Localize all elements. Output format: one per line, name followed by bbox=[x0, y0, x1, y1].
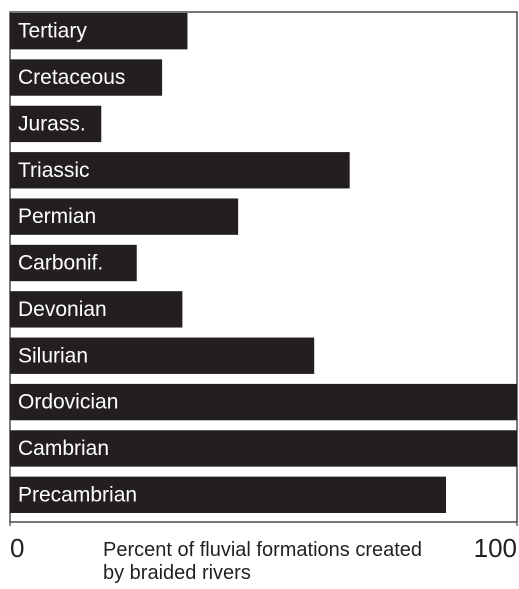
x-axis-label: Percent of fluvial formations created by… bbox=[103, 539, 423, 584]
bar bbox=[10, 383, 517, 421]
bar bbox=[10, 152, 350, 189]
x-tick-label: 0 bbox=[10, 533, 24, 563]
bar-label: Carbonif. bbox=[18, 252, 103, 275]
bar bbox=[10, 105, 102, 143]
bar bbox=[10, 13, 188, 50]
bar-label: Precambrian bbox=[18, 483, 137, 506]
bar bbox=[10, 476, 447, 513]
bar bbox=[10, 291, 183, 328]
bar-label: Permian bbox=[18, 205, 96, 228]
bar-label: Cretaceous bbox=[18, 66, 125, 89]
x-tick-label: 100 bbox=[474, 533, 517, 563]
bar-label: Devonian bbox=[18, 298, 107, 321]
bar-label: Tertiary bbox=[18, 20, 87, 43]
bar bbox=[10, 337, 315, 374]
bar bbox=[10, 430, 517, 467]
bar bbox=[10, 244, 137, 282]
bar-label: Triassic bbox=[18, 159, 90, 182]
bar bbox=[10, 198, 239, 235]
bar bbox=[10, 59, 163, 96]
bar-label: Cambrian bbox=[18, 437, 109, 460]
bar-label: Jurass. bbox=[18, 112, 86, 135]
bar-label: Silurian bbox=[18, 344, 88, 367]
bar-label: Ordovician bbox=[18, 391, 118, 414]
